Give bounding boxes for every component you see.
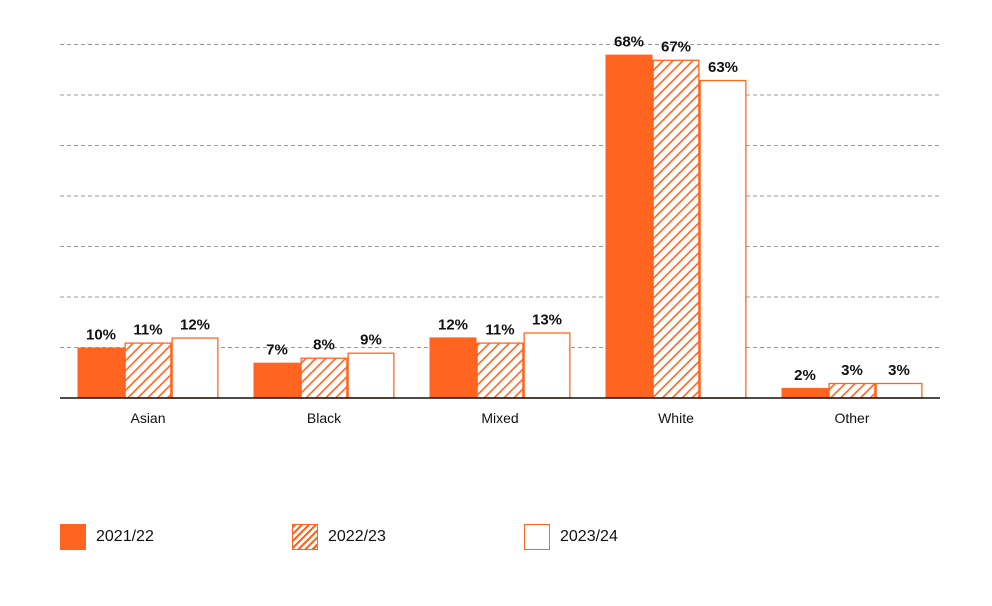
bar-black-2023-24 bbox=[347, 352, 395, 399]
legend-swatch-solid bbox=[60, 524, 86, 550]
bar-white-2023-24 bbox=[699, 79, 747, 399]
data-label: 8% bbox=[313, 337, 335, 354]
legend-item-2021-22: 2021/22 bbox=[60, 521, 154, 553]
data-label: 2% bbox=[794, 367, 816, 384]
bar-black-2021-22 bbox=[253, 362, 301, 398]
x-tick-label: White bbox=[658, 410, 694, 426]
legend-swatch-outline bbox=[524, 524, 550, 550]
gridlines bbox=[60, 44, 940, 348]
legend: 2021/22 2022/23 2023/24 bbox=[0, 521, 992, 553]
data-label: 11% bbox=[133, 321, 162, 338]
data-label: 68% bbox=[614, 34, 644, 51]
data-label: 9% bbox=[360, 332, 382, 349]
legend-swatch-hatched bbox=[292, 524, 318, 550]
bar-white-2022-23 bbox=[652, 59, 700, 399]
data-labels: 10% 11% 12% 7% 8% 9% 12% 11% 13% 68% 67% 63% 2% 3% 3% bbox=[86, 34, 910, 384]
data-label: 10% bbox=[86, 327, 116, 344]
bar-asian-2022-23 bbox=[124, 342, 172, 399]
legend-item-2022-23: 2022/23 bbox=[292, 521, 386, 553]
data-label: 7% bbox=[266, 342, 288, 359]
legend-item-2023-24: 2023/24 bbox=[524, 521, 618, 553]
bars-group bbox=[77, 54, 923, 399]
legend-label: 2021/22 bbox=[96, 528, 154, 545]
x-tick-label: Black bbox=[307, 410, 342, 426]
legend-label: 2023/24 bbox=[560, 528, 618, 545]
data-label: 67% bbox=[661, 39, 691, 56]
bar-other-2021-22 bbox=[781, 387, 829, 398]
bar-white-2021-22 bbox=[605, 54, 653, 398]
data-label: 3% bbox=[841, 362, 863, 379]
bar-mixed-2023-24 bbox=[523, 332, 571, 399]
data-label: 3% bbox=[888, 362, 910, 379]
x-tick-labels: Asian Black Mixed White Other bbox=[130, 410, 869, 426]
x-tick-label: Mixed bbox=[481, 410, 518, 426]
bar-other-2022-23 bbox=[828, 382, 876, 399]
data-label: 11% bbox=[485, 321, 514, 338]
data-label: 12% bbox=[438, 316, 468, 333]
legend-label: 2022/23 bbox=[328, 528, 386, 545]
bar-mixed-2022-23 bbox=[476, 342, 524, 399]
x-tick-label: Asian bbox=[130, 410, 165, 426]
x-tick-label: Other bbox=[834, 410, 869, 426]
bar-black-2022-23 bbox=[300, 357, 348, 399]
bar-mixed-2021-22 bbox=[429, 337, 477, 398]
bar-asian-2023-24 bbox=[171, 337, 219, 399]
data-label: 13% bbox=[532, 311, 562, 328]
bar-other-2023-24 bbox=[875, 382, 923, 399]
bar-asian-2021-22 bbox=[77, 347, 125, 398]
data-label: 12% bbox=[180, 316, 210, 333]
data-label: 63% bbox=[708, 59, 738, 76]
